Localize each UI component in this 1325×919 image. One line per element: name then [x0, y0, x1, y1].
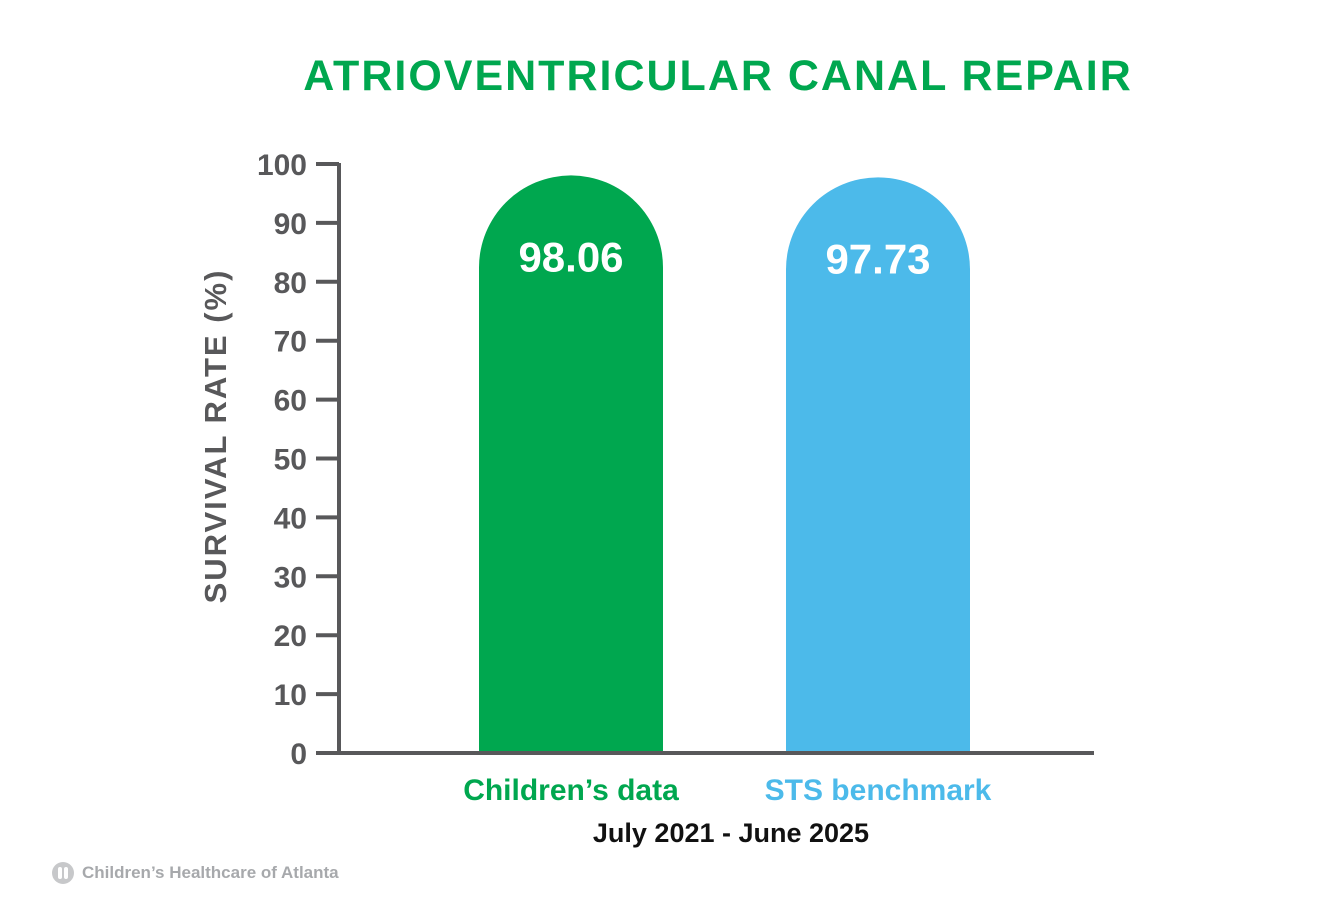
y-tick-label-100: 100	[257, 149, 307, 182]
childrens-healthcare-logo-icon	[52, 862, 74, 884]
x-category-label-1: Children’s data	[463, 774, 679, 807]
bar-2	[786, 177, 970, 753]
y-tick-label-70: 70	[274, 326, 307, 359]
bar-value-label-1: 98.06	[518, 233, 623, 280]
y-tick-label-50: 50	[274, 444, 307, 477]
y-tick-label-30: 30	[274, 561, 307, 594]
footer-brand-text: Children’s Healthcare of Atlanta	[82, 863, 339, 882]
y-tick-label-80: 80	[274, 267, 307, 300]
footer-brand: Children’s Healthcare of Atlanta	[52, 860, 339, 886]
y-tick-label-10: 10	[274, 679, 307, 712]
y-tick-label-20: 20	[274, 620, 307, 653]
y-tick-label-40: 40	[274, 502, 307, 535]
x-category-label-2: STS benchmark	[765, 774, 992, 807]
y-tick-label-60: 60	[274, 385, 307, 418]
chart-title: ATRIOVENTRICULAR CANAL REPAIR	[303, 52, 1133, 100]
bar-1	[479, 175, 663, 753]
period-label: July 2021 - June 2025	[592, 818, 870, 848]
y-tick-label-0: 0	[290, 738, 307, 771]
bar-value-label-2: 97.73	[825, 235, 930, 282]
y-tick-label-90: 90	[274, 208, 307, 241]
